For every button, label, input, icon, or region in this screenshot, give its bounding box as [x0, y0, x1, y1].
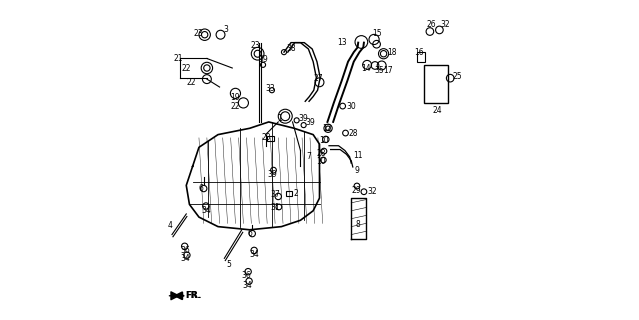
Text: 2: 2 [293, 189, 298, 198]
Text: 39: 39 [298, 114, 308, 123]
Text: 17: 17 [383, 66, 393, 75]
Text: 5: 5 [226, 260, 231, 269]
Text: 18: 18 [387, 48, 396, 57]
Text: 23: 23 [194, 28, 203, 38]
Text: 1: 1 [277, 114, 282, 123]
Text: 20: 20 [261, 133, 271, 142]
Text: 36: 36 [181, 246, 190, 255]
Text: 11: 11 [353, 151, 362, 160]
Text: 19: 19 [231, 93, 240, 102]
Text: 8: 8 [355, 220, 360, 228]
Bar [424, 65, 448, 103]
Text: 4: 4 [168, 220, 173, 229]
Text: 22: 22 [186, 78, 196, 87]
Text: 26: 26 [427, 20, 436, 29]
Text: 32: 32 [441, 20, 450, 29]
Text: 36: 36 [242, 271, 252, 280]
Text: 22: 22 [231, 102, 240, 111]
Text: 21: 21 [174, 54, 183, 63]
Text: 25: 25 [453, 72, 463, 81]
Text: 13: 13 [337, 38, 346, 47]
Bar [286, 191, 292, 196]
Text: 24: 24 [433, 106, 442, 115]
Bar [267, 136, 273, 141]
Text: 35: 35 [374, 66, 384, 75]
Text: 39: 39 [268, 170, 277, 179]
Text: 3: 3 [224, 25, 228, 35]
Text: 34: 34 [181, 254, 190, 263]
Text: 6: 6 [198, 184, 203, 193]
Text: 28: 28 [316, 148, 326, 157]
Bar [417, 52, 425, 62]
Text: 27: 27 [314, 74, 323, 83]
Text: 31: 31 [270, 203, 280, 212]
Text: 9: 9 [355, 166, 359, 175]
Text: 15: 15 [372, 28, 381, 38]
Text: 34: 34 [243, 281, 252, 290]
Text: 22: 22 [181, 63, 190, 73]
Text: 34: 34 [249, 250, 259, 259]
Text: 16: 16 [415, 48, 424, 57]
Text: 7: 7 [306, 152, 311, 161]
Text: FR.: FR. [185, 291, 201, 300]
Text: 38: 38 [286, 44, 296, 53]
Text: 33: 33 [266, 84, 275, 93]
Text: 6: 6 [247, 229, 252, 238]
Text: FR.: FR. [185, 291, 201, 300]
Text: 12: 12 [322, 124, 332, 133]
Text: 34: 34 [201, 206, 212, 215]
Text: 29: 29 [351, 186, 361, 195]
Text: 39: 39 [305, 118, 315, 127]
Text: 10: 10 [320, 136, 329, 145]
Text: 32: 32 [367, 187, 378, 196]
Text: 28: 28 [348, 129, 358, 138]
Text: 37: 37 [270, 190, 280, 199]
Text: 23: 23 [250, 41, 260, 50]
Text: 14: 14 [361, 63, 371, 73]
Text: 39: 39 [259, 55, 268, 64]
Text: 30: 30 [346, 102, 356, 111]
Text: 10: 10 [316, 157, 326, 166]
